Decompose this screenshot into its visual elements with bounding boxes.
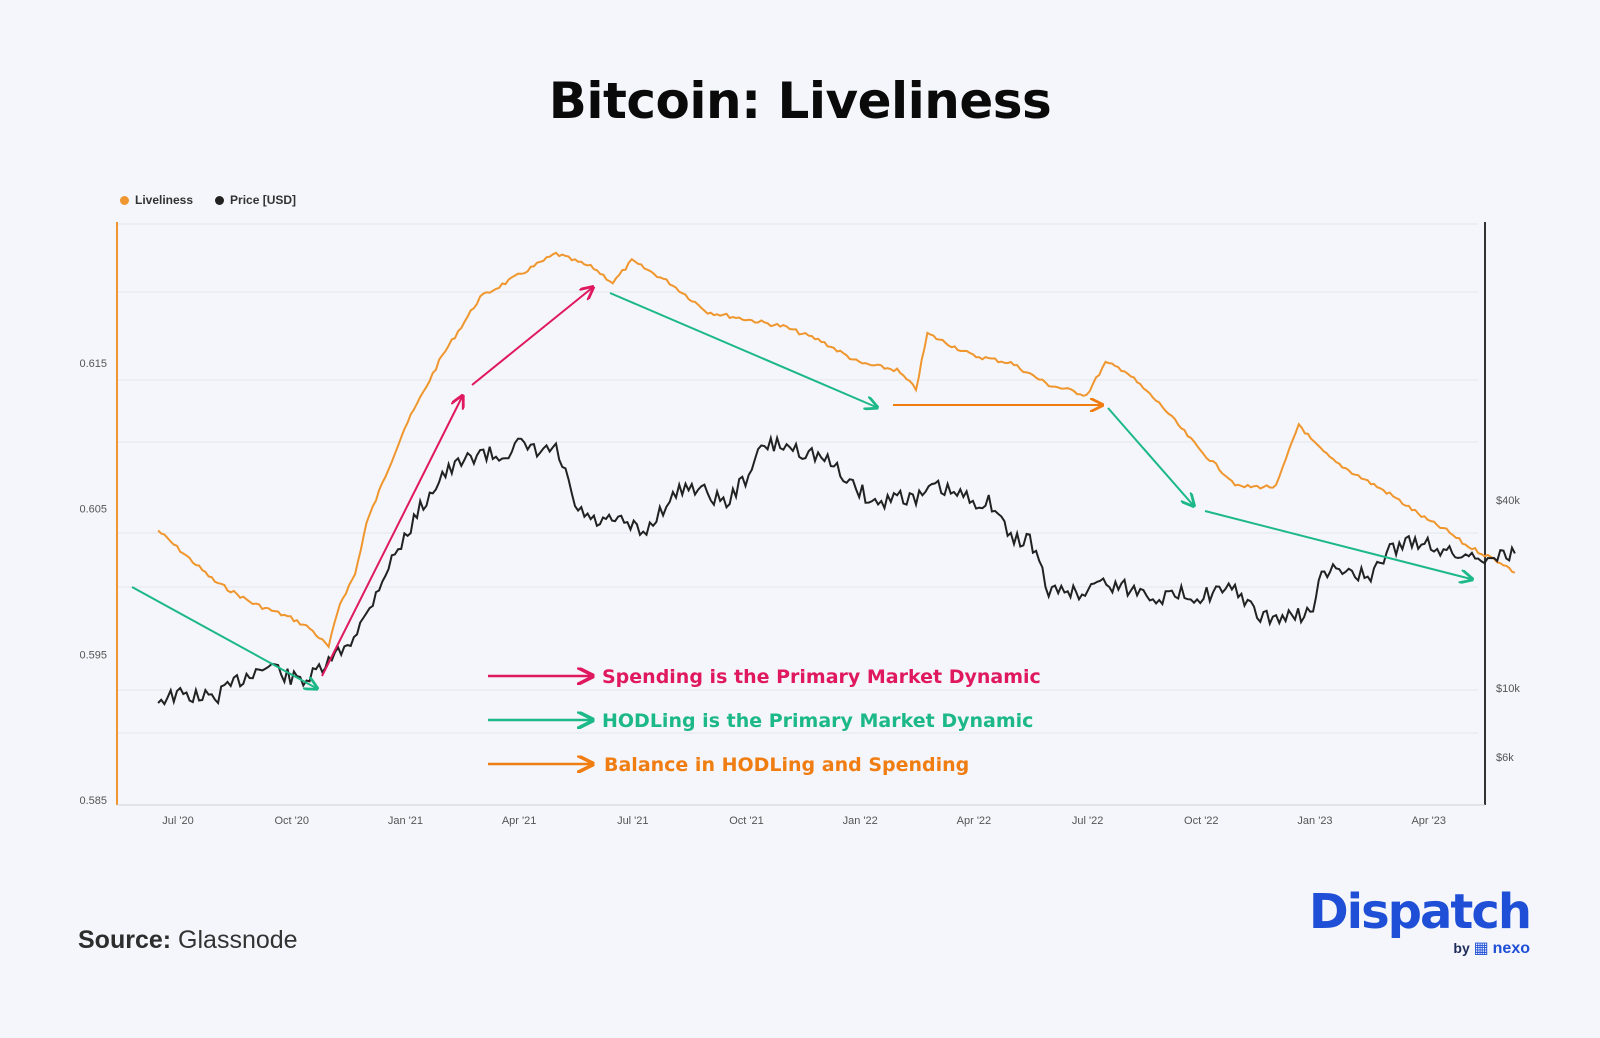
y-left-tick-label: 0.585	[79, 795, 107, 807]
brand-name: Dispatch	[1308, 884, 1532, 940]
series-line-price	[157, 434, 1516, 707]
x-tick-label: Apr '23	[1411, 815, 1446, 827]
y-right-tick-label: $40k	[1496, 495, 1520, 507]
y-right-tick-label: $10k	[1496, 683, 1520, 695]
trend-arrow-spend-1	[321, 397, 462, 677]
x-tick-label: Jan '23	[1297, 815, 1332, 827]
x-tick-label: Jul '20	[162, 815, 193, 827]
y-left-tick-label: 0.595	[79, 649, 107, 661]
x-tick-label: Apr '21	[502, 815, 537, 827]
trend-arrow-hodl-2	[609, 292, 876, 407]
source-note: Source: Glassnode	[78, 926, 298, 955]
x-tick-label: Jul '22	[1072, 815, 1103, 827]
trend-arrow-hodl-4	[1204, 510, 1471, 579]
annotation-balance: Balance in HODLing and Spending	[604, 754, 969, 776]
trend-arrow-hodl-1	[131, 586, 316, 688]
x-tick-label: Oct '20	[274, 815, 309, 827]
trend-arrow-spend-2	[471, 288, 592, 386]
legend-label-liveliness: Liveliness	[135, 193, 194, 207]
annotation-spending: Spending is the Primary Market Dynamic	[602, 666, 1041, 688]
legend-item-price[interactable]: Price [USD]	[215, 193, 296, 207]
y-right-tick-label: $6k	[1496, 752, 1514, 764]
brand-partner: nexo	[1492, 940, 1530, 957]
trend-arrows	[131, 288, 1471, 688]
series-line-liveliness	[157, 251, 1516, 650]
x-tick-label: Jan '21	[388, 815, 423, 827]
x-tick-label: Jul '21	[617, 815, 648, 827]
annotation-key: Spending is the Primary Market Dynamic H…	[488, 666, 1041, 776]
legend-swatch-price	[215, 195, 225, 205]
x-tick-label: Oct '21	[729, 815, 764, 827]
page-title: Bitcoin: Liveliness	[548, 72, 1052, 130]
x-tick-label: Jan '22	[843, 815, 878, 827]
source-value: Glassnode	[178, 926, 298, 954]
chart-legend: Liveliness Price [USD]	[120, 193, 296, 207]
gridlines	[118, 223, 1478, 734]
x-tick-label: Apr '22	[957, 815, 992, 827]
nexo-icon: ▦	[1473, 940, 1489, 957]
legend-item-liveliness[interactable]: Liveliness	[120, 193, 193, 207]
brand-byline: by ▦ nexo	[1300, 938, 1530, 958]
y-left-tick-label: 0.615	[79, 358, 107, 370]
x-tick-label: Oct '22	[1184, 815, 1219, 827]
source-label: Source:	[78, 926, 172, 954]
y-left-tick-label: 0.605	[79, 504, 107, 516]
brand-logo[interactable]: Dispatch by ▦ nexo	[1300, 884, 1532, 958]
annotation-hodling: HODLing is the Primary Market Dynamic	[602, 710, 1033, 732]
legend-label-price: Price [USD]	[230, 193, 297, 207]
trend-arrow-hodl-3	[1107, 407, 1193, 505]
brand-by-label: by	[1453, 940, 1470, 956]
legend-swatch-liveliness	[120, 195, 129, 205]
